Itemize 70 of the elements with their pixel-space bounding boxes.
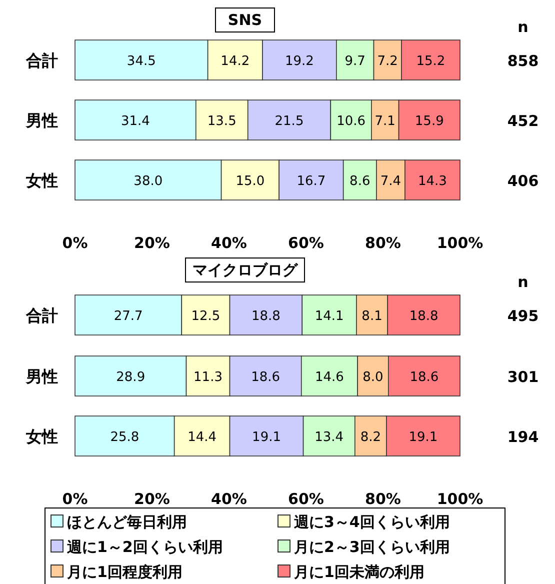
data-label: 19.2 [284,54,314,69]
legend-label: 月に1回程度利用 [66,563,182,581]
data-label: 15.9 [414,114,444,129]
data-label: 16.7 [296,174,326,189]
y-tick-label: 女性 [25,427,58,446]
x-tick-label: 20% [134,234,170,252]
text: 194 [507,428,539,446]
data-label: 15.2 [416,54,446,69]
x-tick-label: 80% [365,490,401,508]
data-label: 14.2 [220,54,250,69]
data-label: 7.1 [374,114,396,129]
data-label: 34.5 [126,54,156,69]
x-tick-label: 0% [62,490,88,508]
data-label: 19.1 [252,430,282,445]
data-label: 27.7 [114,309,143,324]
x-tick-label: 100% [436,234,484,252]
data-label: 18.8 [409,309,438,324]
data-label: 11.3 [194,370,222,385]
data-label: 8.6 [350,174,370,189]
data-label: 10.6 [336,114,366,129]
data-label: 15.0 [236,174,265,189]
data-label: 8.2 [360,430,382,445]
text: 495 [507,307,539,325]
data-label: 9.7 [344,54,366,69]
data-label: 14.3 [418,174,447,189]
text: n [518,273,528,291]
data-label: 14.6 [315,370,344,385]
data-label: 8.1 [362,309,382,324]
x-tick-label: 60% [288,490,324,508]
data-label: 12.5 [191,309,220,324]
data-label: 38.0 [134,174,163,189]
data-label: 7.4 [380,174,402,189]
text: 406 [507,172,539,190]
data-label: 14.4 [188,430,217,445]
text: 858 [507,52,539,70]
chart-title: SNS [228,11,262,29]
data-label: 21.5 [274,114,304,129]
data-label: 18.6 [410,370,439,385]
text: 301 [507,368,539,386]
y-tick-label: 女性 [25,171,58,190]
y-tick-label: 男性 [25,111,58,130]
data-label: 19.1 [408,430,438,445]
x-tick-label: 40% [211,234,247,252]
data-label: 18.6 [251,370,280,385]
y-tick-label: 合計 [25,306,58,325]
y-tick-label: 合計 [25,51,58,70]
data-label: 28.9 [116,370,146,385]
data-label: 18.8 [251,309,280,324]
x-tick-label: 40% [211,490,247,508]
chart-title: マイクロブログ [192,261,298,279]
text: n [518,18,528,36]
data-label: 13.5 [207,114,236,129]
legend-label: 月に1回未満の利用 [293,563,424,581]
data-label: 13.4 [314,430,344,445]
legend-label: ほとんど毎日利用 [67,513,187,531]
x-tick-label: 0% [62,234,88,252]
legend-label: 週に3～4回くらい利用 [293,513,450,531]
data-label: 7.2 [377,54,398,69]
text: 452 [507,112,539,130]
x-tick-label: 20% [134,490,170,508]
legend-label: 週に1～2回くらい利用 [66,538,223,556]
data-label: 8.0 [362,370,384,385]
data-label: 31.4 [120,114,150,129]
x-tick-label: 80% [365,234,401,252]
y-tick-label: 男性 [25,367,58,386]
data-label: 25.8 [110,430,140,445]
legend-label: 月に2～3回くらい利用 [293,538,450,556]
data-label: 14.1 [314,309,344,324]
x-tick-label: 100% [436,490,484,508]
x-tick-label: 60% [288,234,324,252]
